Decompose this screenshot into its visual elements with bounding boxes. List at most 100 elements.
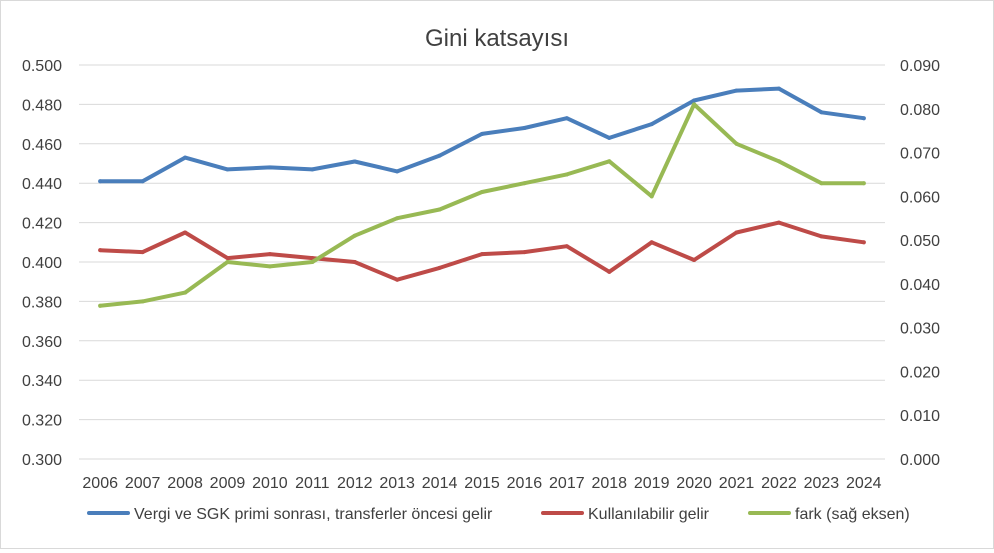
data-point	[395, 216, 400, 221]
x-axis-tick-label: 2008	[167, 475, 203, 492]
x-axis-tick-label: 2009	[210, 475, 246, 492]
data-point	[776, 220, 781, 225]
right-axis-tick-label: 0.000	[900, 452, 940, 469]
data-point	[267, 264, 272, 269]
data-point	[352, 260, 357, 264]
data-point	[352, 233, 357, 238]
data-point	[225, 167, 230, 172]
data-point	[225, 260, 230, 264]
data-point	[267, 252, 272, 257]
data-point	[98, 303, 103, 308]
right-axis-tick-label: 0.010	[900, 408, 940, 425]
data-point	[437, 265, 442, 270]
right-axis-tick-label: 0.020	[900, 364, 940, 381]
series-lines	[98, 86, 866, 308]
data-point	[692, 258, 697, 263]
data-point	[819, 181, 824, 186]
data-point	[607, 159, 612, 164]
data-point	[480, 252, 484, 257]
x-axis-tick-label: 2014	[422, 475, 458, 492]
data-point	[395, 277, 400, 282]
x-axis-tick-label: 2019	[634, 475, 670, 492]
data-point	[776, 159, 781, 164]
data-point	[819, 234, 824, 239]
data-point	[564, 244, 569, 249]
x-axis-tick-label: 2024	[846, 475, 882, 492]
data-point	[183, 155, 188, 160]
right-y-axis: 0.000 0.010 0.020 0.030 0.040 0.050 0.060 0.070…	[900, 58, 940, 469]
data-point	[607, 269, 612, 274]
data-point	[310, 260, 315, 264]
right-axis-tick-label: 0.030	[900, 321, 940, 338]
data-point	[480, 189, 484, 194]
x-axis-tick-label: 2021	[719, 475, 755, 492]
data-point	[734, 230, 739, 235]
x-axis-tick-label: 2023	[804, 475, 840, 492]
x-axis-tick-label: 2015	[464, 475, 500, 492]
data-point	[607, 135, 612, 140]
data-point	[98, 248, 103, 253]
right-axis-tick-label: 0.060	[900, 189, 940, 206]
x-axis-tick-label: 2012	[337, 475, 373, 492]
x-axis-tick-label: 2020	[676, 475, 712, 492]
data-point	[564, 172, 569, 177]
data-point	[395, 169, 400, 174]
data-point	[734, 141, 739, 146]
left-axis-tick-label: 0.500	[22, 58, 62, 75]
left-axis-tick-label: 0.480	[22, 97, 62, 114]
x-axis: 2006 2007 2008 2009 2010 2011 2012 2013 2014 2015…	[82, 475, 881, 492]
data-point	[140, 250, 145, 255]
legend: Vergi ve SGK primi sonrası, transferler …	[87, 506, 910, 523]
data-point	[861, 116, 866, 121]
data-point	[649, 240, 654, 245]
data-point	[776, 86, 781, 91]
x-axis-tick-label: 2016	[507, 475, 543, 492]
data-point	[861, 181, 866, 186]
left-axis-tick-label: 0.380	[22, 294, 62, 311]
data-point	[819, 110, 824, 115]
data-point	[692, 102, 697, 107]
data-point	[649, 194, 654, 199]
legend-label: fark (sağ eksen)	[795, 506, 910, 523]
data-point	[140, 299, 145, 304]
data-point	[564, 116, 569, 121]
left-axis-tick-label: 0.320	[22, 413, 62, 430]
gridlines	[79, 64, 885, 460]
data-point	[140, 179, 145, 184]
chart-title: Gini katsayısı	[425, 25, 569, 52]
data-point	[692, 98, 697, 103]
left-axis-tick-label: 0.360	[22, 334, 62, 351]
data-point	[310, 167, 315, 172]
right-axis-tick-label: 0.080	[900, 102, 940, 119]
right-axis-tick-label: 0.090	[900, 58, 940, 75]
legend-label: Vergi ve SGK primi sonrası, transferler …	[134, 506, 493, 523]
data-point	[98, 179, 103, 184]
data-point	[352, 159, 357, 164]
x-axis-tick-label: 2010	[252, 475, 288, 492]
right-axis-tick-label: 0.070	[900, 146, 940, 163]
data-point	[522, 181, 527, 186]
data-point	[183, 230, 188, 235]
x-axis-tick-label: 2017	[549, 475, 585, 492]
x-axis-tick-label: 2022	[761, 475, 797, 492]
data-point	[734, 88, 739, 93]
left-y-axis: 0.300 0.320 0.340 0.360 0.380 0.400 0.420 0.440…	[22, 58, 62, 469]
data-point	[861, 240, 866, 245]
left-axis-tick-label: 0.400	[22, 255, 62, 272]
x-axis-tick-label: 2011	[295, 475, 330, 492]
data-point	[480, 131, 484, 136]
left-axis-tick-label: 0.300	[22, 452, 62, 469]
left-axis-tick-label: 0.440	[22, 176, 62, 193]
x-axis-tick-label: 2007	[125, 475, 161, 492]
x-axis-tick-label: 2006	[82, 475, 118, 492]
data-point	[183, 290, 188, 295]
x-axis-tick-label: 2018	[591, 475, 627, 492]
data-point	[649, 122, 654, 127]
right-axis-tick-label: 0.050	[900, 233, 940, 250]
left-axis-tick-label: 0.420	[22, 216, 62, 233]
data-point	[437, 153, 442, 158]
legend-label: Kullanılabilir gelir	[588, 506, 710, 523]
data-point	[522, 250, 527, 255]
